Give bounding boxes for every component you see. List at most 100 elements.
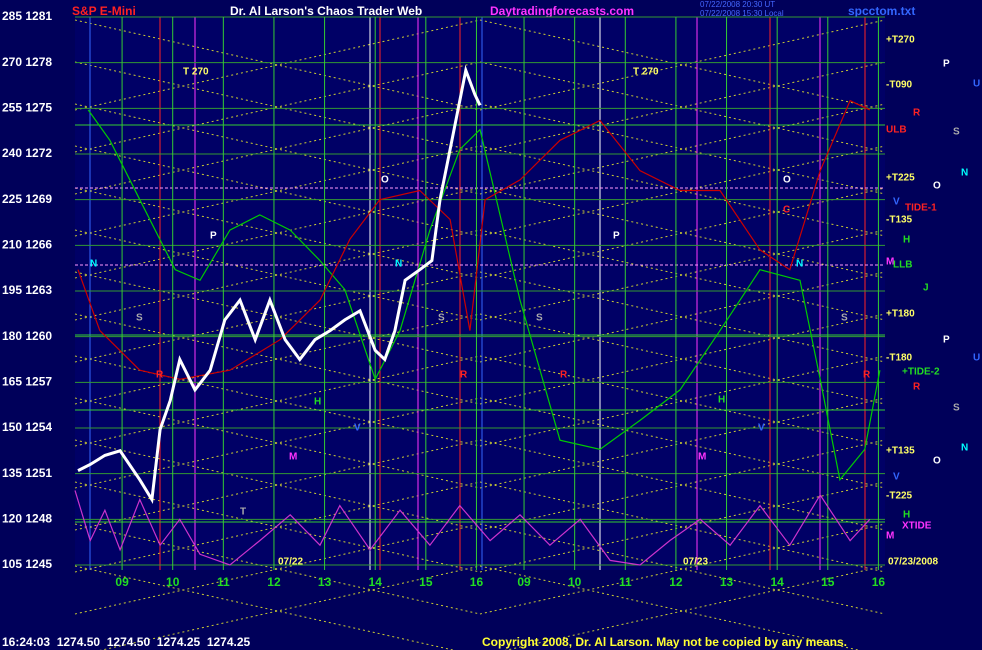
decor-line: [74, 19, 481, 111]
decor-line: [99, 565, 481, 650]
x-tick-label: 16: [872, 575, 886, 589]
x-tick-label: 09: [115, 575, 129, 589]
annotation: V: [354, 423, 361, 434]
annotation: H: [718, 395, 725, 406]
annotation: O: [783, 175, 791, 186]
series-line: [77, 99, 871, 380]
annotation: N: [395, 259, 402, 270]
y-tick-label: 240 1272: [2, 146, 52, 160]
decor-line: [74, 145, 481, 237]
right-label: M: [886, 531, 894, 542]
right-label: P: [943, 335, 950, 346]
annotation: O: [381, 175, 389, 186]
right-label: H: [903, 510, 910, 521]
decor-line: [74, 565, 456, 650]
right-label: -T180: [886, 353, 913, 364]
right-label: +T180: [886, 309, 915, 320]
right-label: XTIDE: [902, 521, 932, 532]
decor-line: [479, 19, 886, 111]
right-label: +TIDE-2: [902, 367, 940, 378]
x-tick-label: 10: [166, 575, 180, 589]
decor-line: [74, 439, 481, 531]
annotation: S: [438, 313, 445, 324]
right-label: LLB: [893, 260, 912, 271]
decor-line: [74, 523, 481, 615]
annotation: T 270: [183, 67, 209, 78]
x-tick-label: 13: [720, 575, 734, 589]
right-label: N: [961, 443, 968, 454]
series-line: [77, 64, 482, 504]
file-name: spcctom.txt: [848, 4, 915, 18]
right-label: U: [973, 79, 980, 90]
x-tick-label: 14: [369, 575, 383, 589]
annotation: R: [460, 370, 468, 381]
annotation: M: [289, 452, 297, 463]
x-tick-label: 09: [517, 575, 531, 589]
annotation: R: [156, 370, 164, 381]
plot-area: [75, 17, 885, 570]
right-label: -T225: [886, 491, 913, 502]
decor-line: [74, 355, 481, 447]
stamp: 07/22/2008 20:30 UT: [700, 0, 775, 9]
decor-line: [479, 229, 886, 321]
right-label: +T135: [886, 446, 915, 457]
decor-line: [74, 187, 481, 279]
y-tick-label: 150 1254: [2, 420, 52, 434]
right-label: O: [933, 181, 941, 192]
annotation: S: [841, 313, 848, 324]
right-label: P: [943, 59, 950, 70]
right-label: S: [953, 403, 960, 414]
right-label: +T225: [886, 173, 915, 184]
y-tick-label: 135 1251: [2, 466, 52, 480]
annotation: S: [136, 313, 143, 324]
decor-line: [479, 523, 886, 615]
right-label: N: [961, 168, 968, 179]
title: Dr. Al Larson's Chaos Trader Web: [230, 4, 422, 18]
decor-line: [479, 565, 861, 650]
decor-line: [74, 187, 481, 279]
right-label: ULB: [886, 125, 907, 136]
decor-line: [74, 61, 481, 153]
decor-line: [479, 439, 886, 531]
annotation: R: [863, 370, 871, 381]
x-tick-label: 14: [770, 575, 784, 589]
annotation: M: [698, 452, 706, 463]
decor-line: [479, 19, 886, 111]
decor-line: [74, 439, 481, 531]
x-tick-label: 12: [669, 575, 683, 589]
decor-line: [74, 229, 481, 321]
series-line: [74, 490, 871, 566]
decor-line: [479, 439, 886, 531]
decor-line: [74, 103, 481, 195]
annotation: T 270: [633, 67, 659, 78]
annotation: R: [560, 370, 568, 381]
x-tick-label: 15: [419, 575, 433, 589]
decor-line: [479, 313, 886, 405]
annotation: 07/22: [278, 557, 303, 568]
x-tick-label: 12: [267, 575, 281, 589]
right-label: +T270: [886, 35, 915, 46]
right-label: J: [923, 283, 929, 294]
decor-line: [74, 481, 481, 573]
right-label: -T135: [886, 215, 913, 226]
right-label: M: [886, 257, 894, 268]
x-tick-label: 11: [619, 575, 632, 589]
decor-line: [479, 355, 886, 447]
decor-line: [479, 271, 886, 363]
right-label: 07/23/2008: [888, 557, 938, 568]
decor-line: [479, 397, 886, 489]
annotation: C: [783, 205, 790, 216]
annotation: N: [90, 259, 97, 270]
decor-line: [504, 565, 886, 650]
y-tick-label: 180 1260: [2, 329, 52, 343]
right-label: U: [973, 353, 980, 364]
x-tick-label: 11: [217, 575, 230, 589]
x-tick-label: 16: [470, 575, 484, 589]
decor-line: [74, 397, 481, 489]
y-tick-label: 270 1278: [2, 55, 52, 69]
annotation: S: [536, 313, 543, 324]
decor-line: [74, 481, 481, 573]
decor-line: [74, 61, 481, 153]
